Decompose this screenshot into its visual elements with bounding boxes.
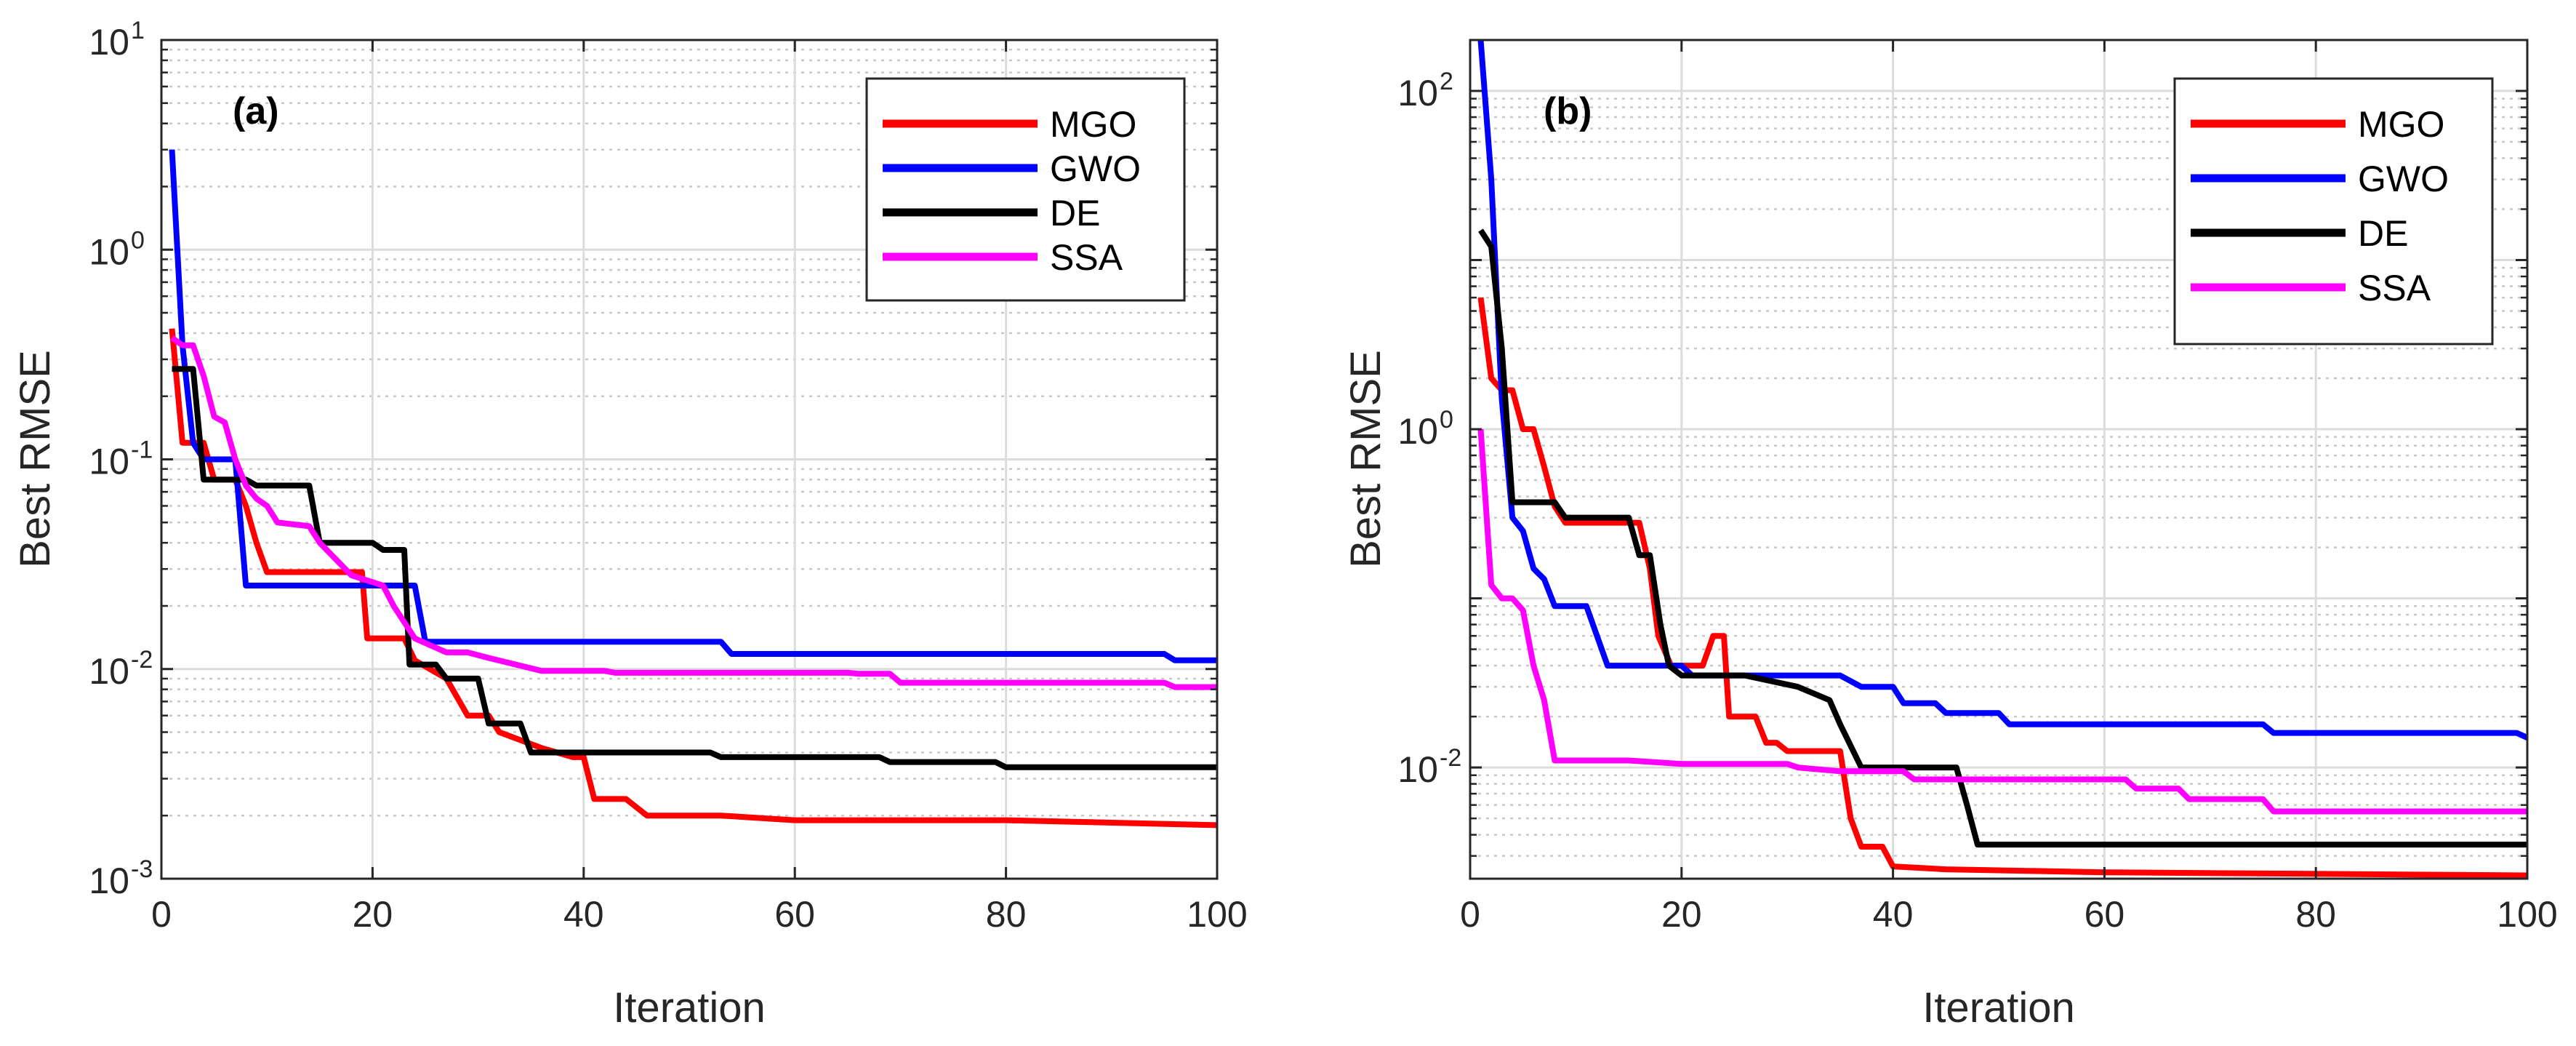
- y-tick-label: 10: [1397, 749, 1438, 790]
- y-tick-exponent: 1: [131, 17, 145, 44]
- legend-label-gwo: GWO: [1050, 148, 1141, 189]
- legend-label-gwo: GWO: [2358, 159, 2449, 199]
- axis-ticks: [1469, 40, 2529, 879]
- x-tick-label: 0: [1460, 894, 1480, 935]
- y-tick-label: 10: [89, 651, 129, 692]
- panel-label: (a): [233, 90, 279, 132]
- series-group: [1477, 40, 2527, 879]
- x-tick-label: 100: [2497, 894, 2557, 935]
- y-tick-exponent: 0: [1440, 406, 1453, 434]
- x-axis-label: Iteration: [613, 984, 766, 1031]
- y-tick-exponent: -1: [131, 436, 153, 464]
- y-tick-exponent: 2: [1440, 68, 1453, 95]
- legend-label-mgo: MGO: [1050, 104, 1136, 145]
- series-line-ssa: [170, 335, 1217, 690]
- y-tick-exponent: -2: [131, 646, 153, 674]
- x-tick-label: 80: [2295, 894, 2336, 935]
- x-tick-label: 60: [774, 894, 815, 935]
- series-line-gwo: [169, 149, 1217, 663]
- x-tick-label: 60: [2085, 894, 2125, 935]
- legend-label-ssa: SSA: [2358, 268, 2431, 308]
- series-line-ssa: [1477, 428, 2527, 815]
- y-tick-label: 10: [89, 861, 129, 901]
- legend-box: [865, 77, 1186, 302]
- x-tick-label: 0: [151, 894, 172, 935]
- x-tick-label: 20: [353, 894, 393, 935]
- y-tick-label: 10: [1397, 411, 1438, 452]
- series-line-de: [172, 366, 1217, 770]
- plot-frame: [1469, 39, 2529, 880]
- legend-label-de: DE: [2358, 213, 2408, 254]
- y-tick-exponent: 0: [131, 226, 145, 254]
- series-group: [169, 149, 1217, 829]
- y-tick-exponent: -3: [131, 855, 153, 883]
- legend-label-de: DE: [1050, 193, 1100, 233]
- series-line-mgo: [1477, 297, 2527, 879]
- x-tick-label: 40: [1873, 894, 1914, 935]
- legend-label-ssa: SSA: [1050, 237, 1123, 278]
- x-tick-labels: 0 20 40 60 80 100: [151, 894, 1248, 935]
- legend: MGO GWO DE SSA: [2173, 77, 2494, 346]
- panel-label: (b): [1544, 90, 1592, 132]
- y-axis-label: Best RMSE: [1342, 350, 1389, 568]
- y-tick-label: 10: [89, 231, 129, 272]
- y-tick-exponent: -2: [1440, 744, 1461, 772]
- legend-label-mgo: MGO: [2358, 104, 2444, 145]
- x-tick-label: 100: [1187, 894, 1247, 935]
- x-tick-label: 40: [563, 894, 604, 935]
- axis-ticks: [160, 39, 1219, 880]
- y-tick-label: 10: [89, 442, 129, 482]
- x-tick-label: 80: [986, 894, 1027, 935]
- y-axis-label: Best RMSE: [12, 350, 59, 568]
- series-line-de: [1478, 228, 2527, 848]
- x-tick-label: 20: [1661, 894, 1702, 935]
- y-tick-label: 10: [1397, 73, 1438, 113]
- y-tick-label: 10: [89, 22, 129, 63]
- x-axis-label: Iteration: [1922, 984, 2075, 1031]
- x-tick-labels: 0 20 40 60 80 100: [1460, 894, 2558, 935]
- legend-box: [2173, 77, 2494, 346]
